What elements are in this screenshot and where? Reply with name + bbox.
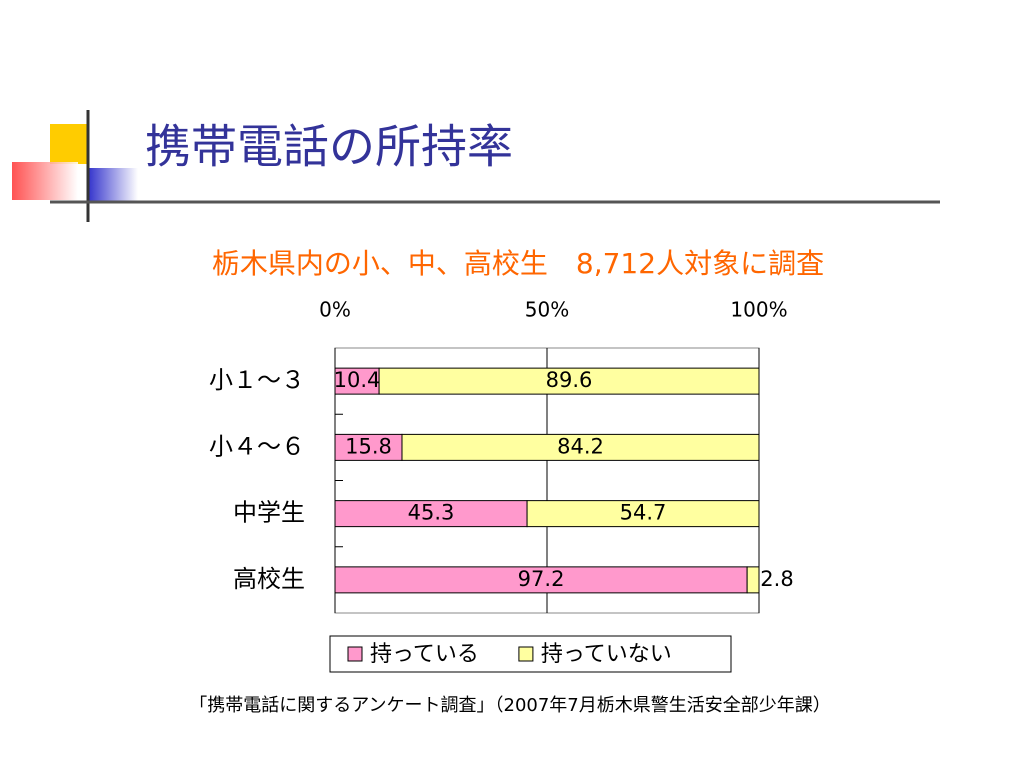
- data-label: 89.6: [546, 368, 593, 392]
- bar-segment: [401, 433, 760, 461]
- bar-segment: [378, 367, 760, 395]
- legend-label: 持っている: [370, 642, 479, 667]
- title: 携帯電話の所持率: [145, 120, 513, 174]
- data-label: 97.2: [518, 567, 565, 591]
- bar-segment: [526, 500, 760, 528]
- x-tick-label: 0%: [319, 298, 351, 322]
- data-label: 84.2: [557, 434, 604, 458]
- y-tick-label: 中学生: [233, 499, 305, 527]
- legend-swatch: [518, 646, 534, 662]
- legend-label: 持っていない: [541, 642, 672, 667]
- deco-red: [12, 162, 78, 200]
- data-label: 2.8: [760, 567, 793, 591]
- x-tick-label: 50%: [525, 298, 569, 322]
- subtitle: 栃木県内の小、中、高校生 8,712人対象に調査: [212, 247, 824, 280]
- data-label: 10.4: [334, 368, 381, 392]
- bar-segment: [334, 500, 528, 528]
- y-tick-label: 高校生: [233, 565, 305, 593]
- data-label: 54.7: [620, 501, 667, 525]
- bar-segment: [334, 566, 748, 594]
- deco-blue: [88, 168, 138, 202]
- y-tick-label: 小４～６: [209, 432, 305, 460]
- data-label: 45.3: [408, 501, 455, 525]
- y-tick-label: 小１～３: [209, 366, 305, 394]
- bar-segment: [746, 566, 760, 594]
- bar-segment: [334, 433, 403, 461]
- deco-yellow: [50, 124, 88, 164]
- x-tick-label: 100%: [730, 298, 787, 322]
- bar-segment: [334, 367, 380, 395]
- data-label: 15.8: [345, 434, 392, 458]
- source: 「携帯電話に関するアンケート調査」（2007年7月栃木県警生活安全部少年課）: [189, 695, 831, 716]
- legend-swatch: [347, 646, 363, 662]
